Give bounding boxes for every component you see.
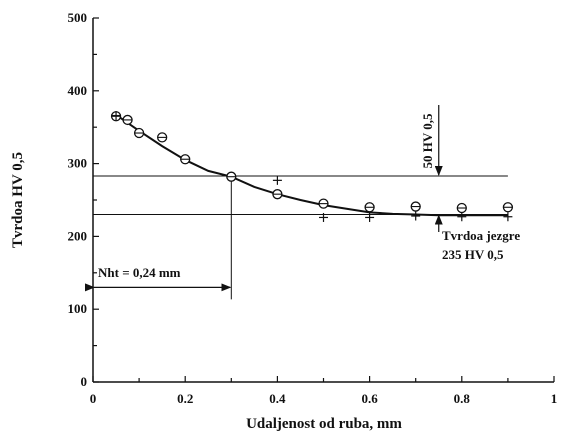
fit-curve	[115, 114, 508, 217]
x-tick-label: 0.2	[177, 391, 193, 406]
nht-label: Nht = 0,24 mm	[98, 265, 181, 280]
axis-ticks	[92, 17, 555, 383]
circle-marker	[410, 201, 421, 212]
plus-marker	[319, 212, 328, 222]
delta-hardness-label: 50 HV 0,5	[420, 113, 435, 169]
plus-marker	[503, 212, 513, 222]
y-tick-label: 0	[81, 374, 88, 389]
core-hardness-label-line1: Tvrdoa jezgre	[442, 228, 520, 243]
y-tick-label: 400	[68, 83, 88, 98]
x-tick-label: 0.4	[269, 391, 286, 406]
x-axis-title: Udaljenost od ruba, mm	[246, 416, 402, 432]
circle-marker	[226, 171, 237, 182]
y-tick-label: 300	[68, 156, 88, 171]
plus-marker	[365, 212, 375, 222]
plus-marker	[272, 175, 282, 185]
annotation-arrows	[85, 105, 443, 292]
circle-marker	[122, 114, 133, 126]
x-tick-label: 0.6	[361, 391, 378, 406]
tick-labels: 0 100 200 300 400 500 0 0.2 0.4 0.6 0.8 1	[68, 10, 558, 406]
x-tick-label: 0	[90, 391, 97, 406]
circle-marker	[364, 202, 375, 213]
y-tick-label: 100	[68, 301, 88, 316]
circle-marker	[180, 154, 191, 165]
plus-marker	[111, 111, 121, 121]
plus-marker	[457, 212, 467, 222]
y-axis-title: Tvrdoa HV 0,5	[10, 152, 26, 248]
core-hardness-label-line2: 235 HV 0,5	[442, 247, 504, 262]
data-markers	[110, 111, 514, 222]
x-tick-label: 0.8	[454, 391, 471, 406]
y-tick-label: 200	[68, 228, 88, 243]
circle-marker	[318, 198, 329, 209]
circle-marker	[502, 202, 514, 213]
x-tick-label: 1	[551, 391, 558, 406]
circle-marker	[133, 127, 145, 139]
circle-marker	[156, 132, 168, 143]
circle-marker	[272, 189, 283, 200]
circle-marker	[456, 202, 467, 214]
plus-marker	[411, 211, 421, 221]
y-tick-label: 500	[68, 10, 88, 25]
